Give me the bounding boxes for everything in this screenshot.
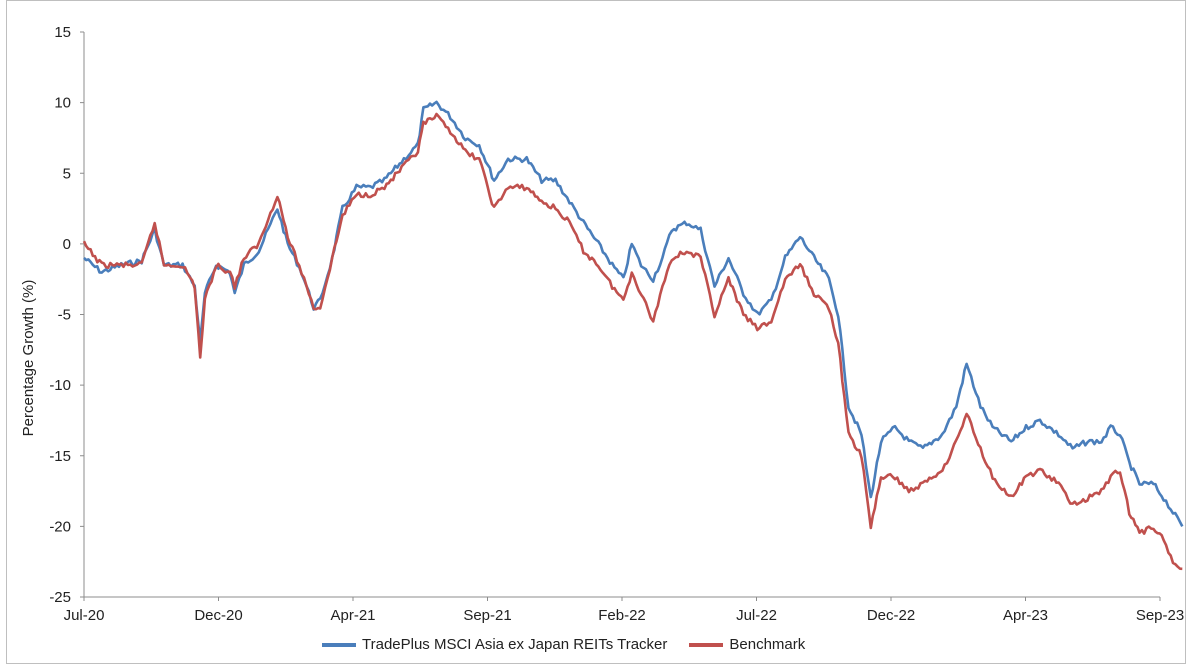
x-tick-label: Sep-21 <box>463 607 511 624</box>
y-axis-ticks: 15 10 5 0 -5 -10 -15 -20 -25 <box>49 24 84 606</box>
x-tick-label: Feb-22 <box>598 607 646 624</box>
x-tick-label: Apr-21 <box>330 607 375 624</box>
series-line-benchmark <box>82 112 1183 571</box>
y-tick-label: -25 <box>49 589 71 606</box>
x-tick-label: Jul-20 <box>64 607 105 624</box>
x-tick-label: Dec-20 <box>194 607 242 624</box>
legend: TradePlus MSCI Asia ex Japan REITs Track… <box>322 636 805 653</box>
y-tick-label: -15 <box>49 448 71 465</box>
legend-label-benchmark: Benchmark <box>729 636 806 653</box>
chart-frame <box>6 0 1186 664</box>
y-axis-label: Percentage Growth (%) <box>20 280 37 437</box>
y-tick-label: -5 <box>58 307 71 324</box>
legend-item-tracker: TradePlus MSCI Asia ex Japan REITs Track… <box>322 636 667 653</box>
axes <box>83 32 1160 598</box>
series-line-tracker <box>83 100 1184 527</box>
legend-item-benchmark: Benchmark <box>689 636 805 653</box>
x-axis-ticks: Jul-20 Dec-20 Apr-21 Sep-21 Feb-22 Jul-22 Dec-… <box>64 597 1184 624</box>
y-tick-label: 5 <box>63 165 71 182</box>
series-lines <box>82 100 1184 571</box>
y-tick-label: 15 <box>54 24 71 41</box>
x-tick-label: Jul-22 <box>736 607 777 624</box>
y-tick-label: 10 <box>54 95 71 112</box>
y-tick-label: -10 <box>49 377 71 394</box>
x-tick-label: Sep-23 <box>1136 607 1184 624</box>
y-tick-label: -20 <box>49 518 71 535</box>
y-tick-label: 0 <box>63 236 71 253</box>
x-tick-label: Apr-23 <box>1003 607 1048 624</box>
legend-label-tracker: TradePlus MSCI Asia ex Japan REITs Track… <box>362 636 668 653</box>
legend-swatch-tracker <box>322 642 356 647</box>
x-tick-label: Dec-22 <box>867 607 915 624</box>
legend-swatch-benchmark <box>689 642 724 647</box>
